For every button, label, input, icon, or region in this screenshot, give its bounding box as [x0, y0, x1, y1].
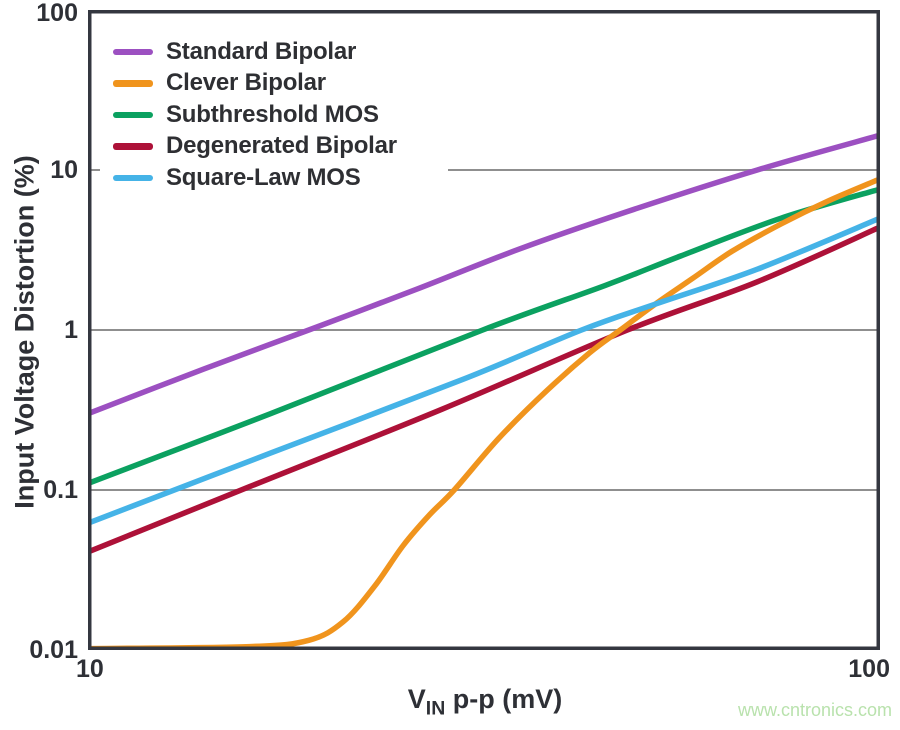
legend-swatch	[113, 80, 153, 87]
y-tick-label-100: 100	[36, 0, 78, 27]
y-tick-label-10: 10	[50, 156, 78, 184]
x-axis-title-prefix: V	[407, 684, 426, 714]
legend-item: Clever Bipolar	[113, 68, 448, 100]
legend-item: Degenerated Bipolar	[113, 131, 448, 163]
series-line-clever-bipolar	[88, 176, 880, 650]
x-tick-label-100: 100	[848, 655, 890, 683]
legend-label: Subthreshold MOS	[166, 100, 379, 128]
legend-item: Square-Law MOS	[113, 162, 448, 194]
plot-area: Standard Bipolar Clever Bipolar Subthres…	[88, 10, 880, 650]
x-tick-label-10: 10	[76, 655, 104, 683]
legend-swatch	[113, 143, 153, 150]
legend-item: Standard Bipolar	[113, 36, 448, 68]
watermark: www.cntronics.com	[737, 700, 892, 720]
series-line-standard-bipolar	[88, 132, 880, 417]
legend-label: Clever Bipolar	[166, 69, 326, 97]
series-line-square-law-mos	[88, 215, 880, 526]
x-axis-title: VIN p-p (mV)	[340, 684, 630, 723]
legend-item: Subthreshold MOS	[113, 99, 448, 131]
x-axis-title-subscript: IN	[425, 697, 446, 720]
plot-border	[88, 10, 880, 650]
legend-swatch	[113, 174, 153, 181]
legend-swatch	[113, 48, 153, 55]
legend-label: Square-Law MOS	[166, 163, 361, 191]
x-axis-title-suffix: p-p (mV)	[445, 684, 563, 714]
series-line-subthreshold-mos	[88, 186, 880, 487]
y-tick-label-0-01: 0.01	[29, 636, 78, 664]
series-line-degenerated-bipolar	[88, 224, 880, 555]
plot-canvas	[88, 10, 880, 650]
legend-swatch	[113, 111, 153, 118]
y-tick-label-0-1: 0.1	[43, 476, 78, 504]
legend-label: Standard Bipolar	[166, 37, 357, 65]
y-tick-label-1: 1	[64, 316, 78, 344]
legend: Standard Bipolar Clever Bipolar Subthres…	[100, 28, 448, 198]
legend-label: Degenerated Bipolar	[166, 132, 397, 160]
